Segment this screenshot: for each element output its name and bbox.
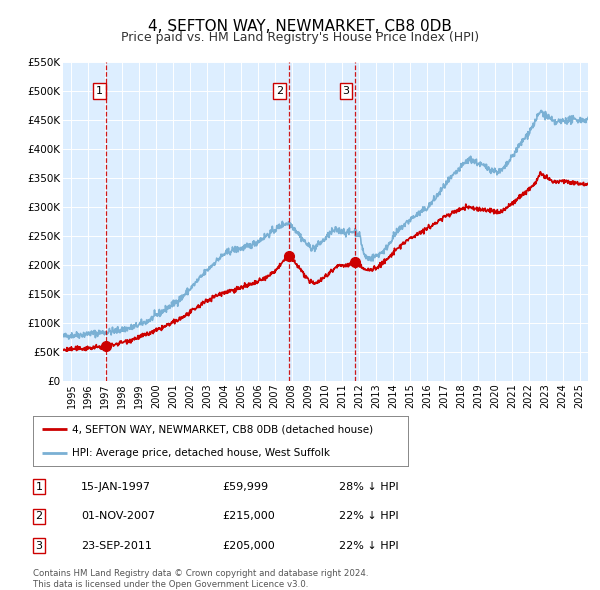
Text: 3: 3 xyxy=(35,541,43,550)
Text: Price paid vs. HM Land Registry's House Price Index (HPI): Price paid vs. HM Land Registry's House … xyxy=(121,31,479,44)
Text: 2: 2 xyxy=(35,512,43,521)
Text: HPI: Average price, detached house, West Suffolk: HPI: Average price, detached house, West… xyxy=(73,448,331,458)
Text: Contains HM Land Registry data © Crown copyright and database right 2024.: Contains HM Land Registry data © Crown c… xyxy=(33,569,368,578)
Text: 2: 2 xyxy=(276,86,283,96)
Text: 22% ↓ HPI: 22% ↓ HPI xyxy=(339,541,398,550)
Text: 1: 1 xyxy=(35,482,43,491)
Text: 23-SEP-2011: 23-SEP-2011 xyxy=(81,541,152,550)
Text: £215,000: £215,000 xyxy=(222,512,275,521)
Text: 4, SEFTON WAY, NEWMARKET, CB8 0DB (detached house): 4, SEFTON WAY, NEWMARKET, CB8 0DB (detac… xyxy=(73,424,373,434)
Text: 01-NOV-2007: 01-NOV-2007 xyxy=(81,512,155,521)
Text: 15-JAN-1997: 15-JAN-1997 xyxy=(81,482,151,491)
Text: 28% ↓ HPI: 28% ↓ HPI xyxy=(339,482,398,491)
Text: 4, SEFTON WAY, NEWMARKET, CB8 0DB: 4, SEFTON WAY, NEWMARKET, CB8 0DB xyxy=(148,19,452,34)
Text: 3: 3 xyxy=(343,86,349,96)
Text: This data is licensed under the Open Government Licence v3.0.: This data is licensed under the Open Gov… xyxy=(33,579,308,589)
Text: 22% ↓ HPI: 22% ↓ HPI xyxy=(339,512,398,521)
Text: £59,999: £59,999 xyxy=(222,482,268,491)
Text: £205,000: £205,000 xyxy=(222,541,275,550)
Text: 1: 1 xyxy=(96,86,103,96)
